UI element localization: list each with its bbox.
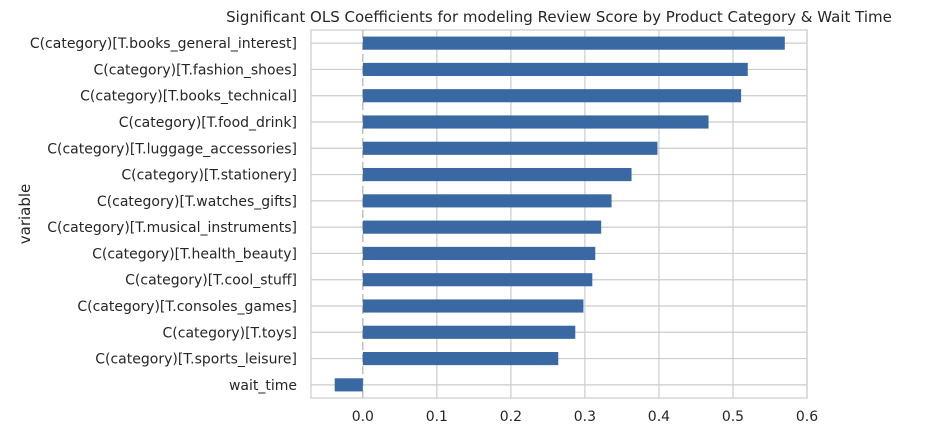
y-tick-label: C(category)[T.luggage_accessories] bbox=[47, 141, 297, 157]
y-axis-label: variable bbox=[16, 184, 34, 245]
coefficient-bar bbox=[362, 168, 632, 182]
coefficient-bar bbox=[362, 62, 748, 76]
y-tick-label: C(category)[T.watches_gifts] bbox=[97, 194, 297, 210]
y-tick-label: C(category)[T.toys] bbox=[163, 325, 297, 341]
x-tick-label: 0.4 bbox=[648, 409, 670, 425]
coefficient-bar bbox=[362, 89, 742, 103]
coefficient-bar bbox=[362, 352, 559, 366]
y-tick-label: C(category)[T.books_general_interest] bbox=[30, 36, 297, 52]
coefficient-bar bbox=[362, 325, 576, 339]
coefficient-bar bbox=[362, 194, 612, 208]
x-tick-label: 0.2 bbox=[500, 409, 522, 425]
x-tick-labels: 0.0 0.1 0.2 0.3 0.4 0.5 0.6 bbox=[352, 409, 819, 425]
x-tick-label: 0.0 bbox=[352, 409, 374, 425]
y-tick-label: C(category)[T.sports_leisure] bbox=[95, 352, 297, 368]
y-tick-label: C(category)[T.health_beauty] bbox=[92, 246, 297, 262]
coefficient-bar bbox=[362, 141, 658, 155]
plot-area-frame bbox=[310, 29, 808, 399]
y-tick-label: C(category)[T.stationery] bbox=[121, 168, 297, 184]
y-tick-label: wait_time bbox=[229, 378, 297, 394]
coefficient-bar bbox=[334, 378, 363, 392]
x-tick-label: 0.3 bbox=[574, 409, 596, 425]
y-tick-label: C(category)[T.consoles_games] bbox=[77, 299, 297, 315]
y-tick-label: C(category)[T.books_technical] bbox=[80, 89, 297, 105]
chart-title: Significant OLS Coefficients for modelin… bbox=[226, 8, 892, 26]
coefficient-bar bbox=[362, 246, 596, 260]
coefficient-bar bbox=[362, 299, 584, 313]
coefficient-bar bbox=[362, 36, 785, 50]
y-tick-label: C(category)[T.food_drink] bbox=[119, 115, 297, 131]
x-tick-label: 0.6 bbox=[796, 409, 818, 425]
y-tick-labels: C(category)[T.books_general_interest] C(c… bbox=[30, 36, 297, 394]
coefficient-bar bbox=[362, 273, 593, 287]
x-tick-label: 0.1 bbox=[426, 409, 448, 425]
y-tick-label: C(category)[T.cool_stuff] bbox=[125, 273, 297, 289]
x-tick-label: 0.5 bbox=[722, 409, 744, 425]
grid-layer bbox=[311, 30, 808, 398]
y-tick-label: C(category)[T.musical_instruments] bbox=[47, 220, 297, 236]
coefficient-bar bbox=[362, 115, 709, 129]
bar-layer bbox=[334, 36, 785, 392]
coefficient-bar bbox=[362, 220, 602, 234]
y-tick-label: C(category)[T.fashion_shoes] bbox=[94, 62, 297, 78]
